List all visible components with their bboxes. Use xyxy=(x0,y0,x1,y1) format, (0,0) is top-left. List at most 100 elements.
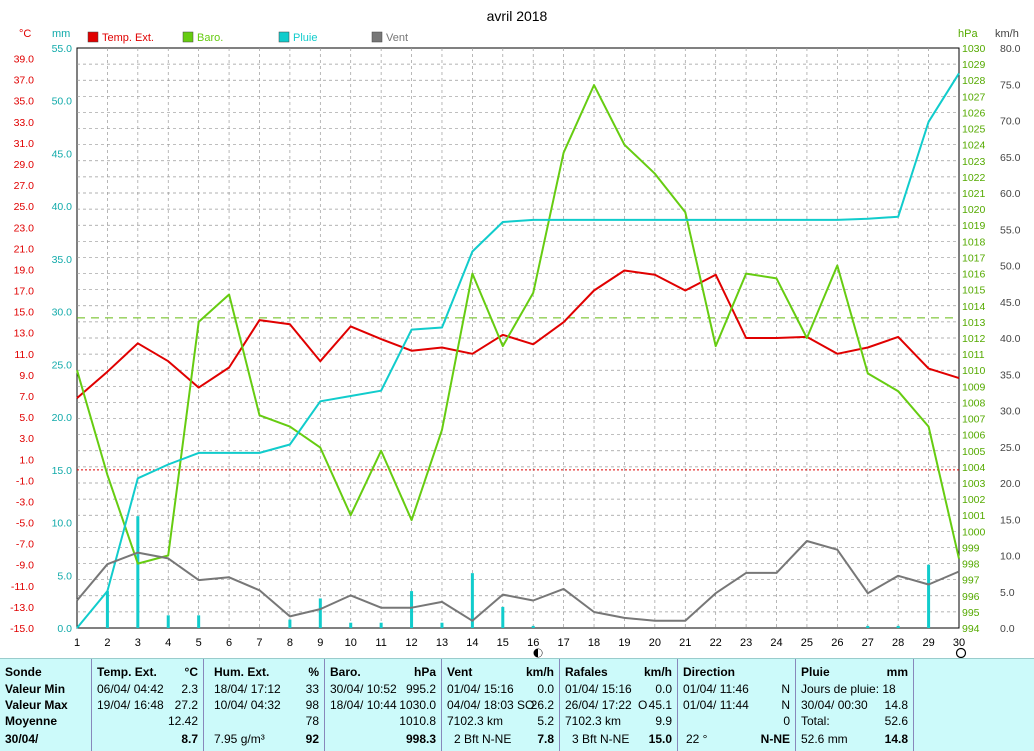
rain-bar xyxy=(501,606,505,628)
rain-bar xyxy=(318,598,322,628)
temp-min-value: 2.3 xyxy=(181,682,198,696)
temp-tick-label: -7.0 xyxy=(16,539,34,551)
temp-axis-unit: °C xyxy=(19,28,31,40)
x-tick-label: 28 xyxy=(892,637,904,649)
rain-bar xyxy=(105,591,109,628)
baro-tick-label: 1001 xyxy=(962,510,986,522)
temp-tick-label: -3.0 xyxy=(16,496,34,508)
wind-tick-label: 80.0 xyxy=(1000,43,1021,55)
baro-tick-label: 1012 xyxy=(962,333,986,345)
hum-min-date: 18/04/ 17:12 xyxy=(214,682,281,696)
summary-col-wind: Vent km/h 01/04/ 15:16 0.0 04/04/ 18:03 SO 2… xyxy=(442,659,560,751)
hum-average: 78 xyxy=(305,714,319,728)
rain-max-value: 14.8 xyxy=(884,698,908,712)
baro-min-value: 995.2 xyxy=(405,682,436,696)
temp-tick-label: 39.0 xyxy=(14,54,35,66)
temp-tick-label: -11.0 xyxy=(11,581,34,593)
chart-grid xyxy=(76,47,960,629)
rain-bar xyxy=(166,615,170,628)
baro-axis-unit: hPa xyxy=(958,28,978,40)
rain-axis-unit: mm xyxy=(52,28,70,40)
rain-bar xyxy=(927,564,931,628)
x-tick-label: 12 xyxy=(405,637,417,649)
x-tick-label: 11 xyxy=(375,637,386,649)
wind-title: Vent xyxy=(447,665,473,679)
gusts-average: 9.9 xyxy=(655,714,672,728)
wind-tick-label: 40.0 xyxy=(1000,333,1021,345)
baro-tick-label: 994 xyxy=(962,623,980,635)
baro-tick-label: 1030 xyxy=(962,43,986,55)
baro-unit: hPa xyxy=(413,665,436,679)
baro-tick-label: 1027 xyxy=(962,91,986,103)
temp-average: 12.42 xyxy=(167,714,198,728)
x-tick-label: 2 xyxy=(104,637,110,649)
wind-unit: km/h xyxy=(525,665,554,679)
baro-tick-label: 1011 xyxy=(962,349,985,361)
rain-tick-label: 15.0 xyxy=(52,465,73,477)
baro-tick-label: 1010 xyxy=(962,365,986,377)
x-tick-label: 30 xyxy=(953,637,965,649)
x-axis-ticks: 1 2 3 4 5 6 7 8 9 10 11 12 13 14 15 16 17 18 19 20 21 22 23 24 2… xyxy=(74,637,965,649)
x-tick-label: 13 xyxy=(436,637,448,649)
series-lines xyxy=(76,72,960,629)
baro-tick-label: 1024 xyxy=(962,140,986,152)
temp-tick-label: -1.0 xyxy=(16,475,34,487)
gusts-min-date: 01/04/ 15:16 xyxy=(565,682,632,696)
temp-tick-label: 1.0 xyxy=(19,454,34,466)
gusts-distance: 7102.3 km xyxy=(565,714,622,728)
baro-tick-label: 998 xyxy=(962,559,980,571)
wind-tick-label: 35.0 xyxy=(1000,369,1021,381)
legend-label: Vent xyxy=(386,32,408,44)
wind-min-date: 01/04/ 15:16 xyxy=(447,682,514,696)
rain-tick-label: 30.0 xyxy=(52,307,73,319)
hum-title: Hum. Ext. xyxy=(214,665,270,679)
rain-bar xyxy=(896,625,900,628)
rain-bar xyxy=(531,625,535,628)
x-tick-label: 5 xyxy=(196,637,202,649)
wind-tick-label: 45.0 xyxy=(1000,297,1021,309)
rain-total-label: Total: xyxy=(801,714,830,728)
hum-unit: % xyxy=(308,665,319,679)
wind-tick-label: 5.0 xyxy=(1000,587,1015,599)
direction-max-date: 01/04/ 11:44 xyxy=(683,698,749,712)
baro-tick-label: 999 xyxy=(962,542,980,554)
sonde-title: Sonde xyxy=(5,665,42,679)
hum-max-value: 98 xyxy=(305,698,319,712)
wind-distance: 7102.3 km xyxy=(447,714,504,728)
temp-tick-label: -9.0 xyxy=(16,560,34,572)
hum-current: 92 xyxy=(305,732,319,746)
series-line-temp-ext xyxy=(76,269,960,399)
moon-phase-full-icon xyxy=(955,647,967,658)
rain-days: Jours de pluie: 18 xyxy=(801,682,896,696)
x-tick-label: 10 xyxy=(345,637,357,649)
x-tick-label: 27 xyxy=(862,637,874,649)
temp-tick-label: 25.0 xyxy=(14,201,35,213)
wind-current: 7.8 xyxy=(537,732,554,746)
x-tick-label: 14 xyxy=(466,637,478,649)
summary-col-temp: Temp. Ext. °C 06/04/ 04:42 2.3 19/04/ 16:4… xyxy=(92,659,204,751)
temp-tick-label: 5.0 xyxy=(19,412,34,424)
temp-tick-label: 31.0 xyxy=(14,138,35,150)
row-label-avg: Moyenne xyxy=(5,714,58,728)
direction-min-value: N xyxy=(781,682,790,696)
wind-tick-label: 75.0 xyxy=(1000,79,1021,91)
rain-bar xyxy=(288,619,292,628)
x-tick-label: 6 xyxy=(226,637,232,649)
rain-bar xyxy=(136,516,140,628)
x-tick-label: 18 xyxy=(588,637,600,649)
wind-max-direction: SO xyxy=(517,698,535,712)
rain-unit: mm xyxy=(886,665,908,679)
wind-average: 5.2 xyxy=(537,714,554,728)
baro-tick-label: 1022 xyxy=(962,172,986,184)
summary-col-rain: Pluie mm Jours de pluie: 18 30/04/ 00:30 1… xyxy=(796,659,914,751)
gusts-max-date: 26/04/ 17:22 xyxy=(565,698,632,712)
baro-tick-label: 1017 xyxy=(962,252,986,264)
x-tick-label: 25 xyxy=(801,637,813,649)
rain-tick-label: 5.0 xyxy=(57,570,72,582)
gusts-current: 15.0 xyxy=(648,732,672,746)
baro-tick-label: 1004 xyxy=(962,462,986,474)
temp-tick-label: 17.0 xyxy=(14,286,35,298)
rain-bar xyxy=(379,622,383,628)
rain-title: Pluie xyxy=(801,665,830,679)
temp-tick-label: 9.0 xyxy=(19,370,34,382)
